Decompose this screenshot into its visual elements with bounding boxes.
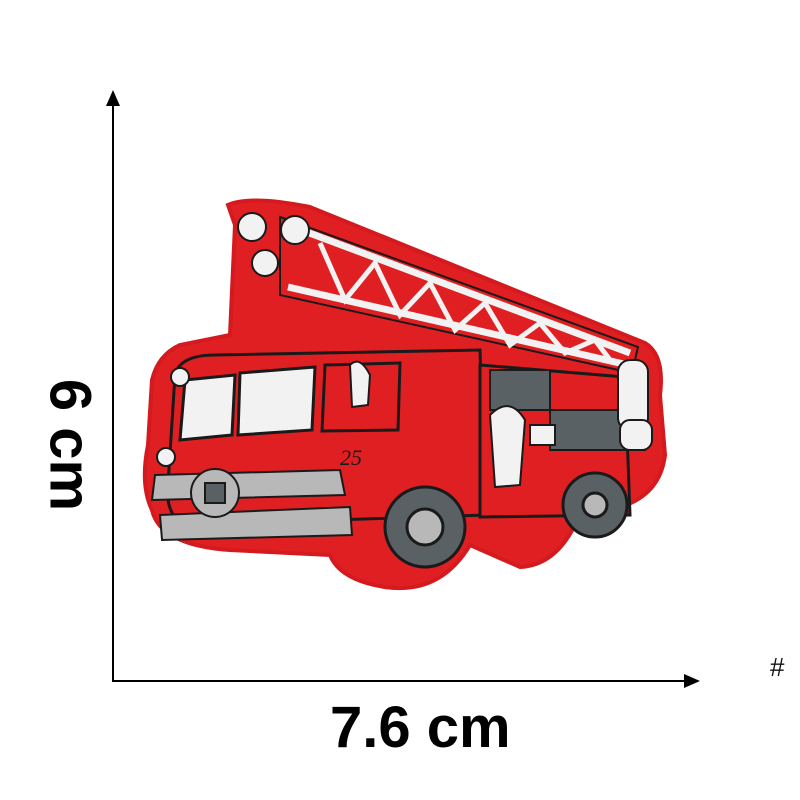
height-arrow-head <box>106 90 120 106</box>
ladder <box>279 215 640 375</box>
side-equipment <box>348 359 653 489</box>
height-label: 6 cm <box>37 378 103 512</box>
wheels <box>383 471 629 569</box>
fire-truck-patch: 25 <box>142 198 668 590</box>
beacon-front <box>156 447 176 467</box>
height-dimension-line <box>112 104 114 681</box>
width-label: 7.6 cm <box>330 695 511 760</box>
corner-mark: # <box>770 652 785 682</box>
beacon-left <box>170 367 190 387</box>
width-dimension-line <box>112 680 690 682</box>
ladder-top-lights <box>237 212 310 277</box>
door-number: 25 <box>340 445 362 470</box>
front-grille <box>150 468 354 542</box>
width-arrow-head <box>684 674 700 688</box>
